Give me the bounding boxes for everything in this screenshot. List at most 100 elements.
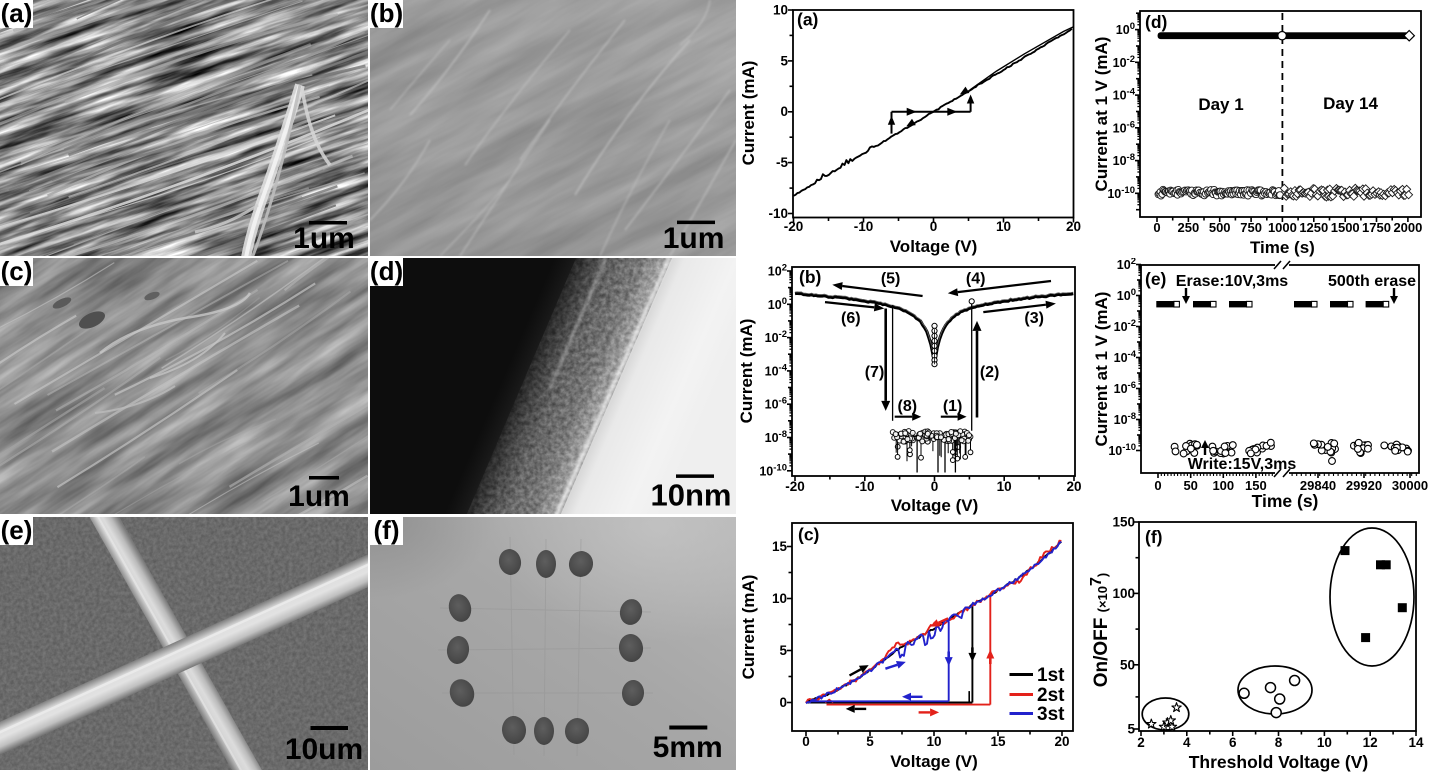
svg-text:750: 750 <box>1240 220 1262 235</box>
svg-text:1um: 1um <box>293 222 355 255</box>
svg-text:0: 0 <box>1153 220 1160 235</box>
svg-text:0: 0 <box>1154 478 1161 493</box>
svg-text:(b): (b) <box>799 267 821 287</box>
svg-text:(7): (7) <box>865 364 885 381</box>
svg-text:3st: 3st <box>1037 704 1065 725</box>
svg-text:50: 50 <box>1120 657 1135 672</box>
svg-text:2000: 2000 <box>1393 220 1422 235</box>
svg-text:10: 10 <box>773 3 788 18</box>
svg-text:2st: 2st <box>1037 685 1065 706</box>
svg-text:1st: 1st <box>1037 665 1065 686</box>
svg-text:0: 0 <box>802 734 810 749</box>
svg-text:500th erase: 500th erase <box>1328 273 1416 290</box>
svg-text:10-4: 10-4 <box>765 362 788 378</box>
svg-text:Current (mA): Current (mA) <box>739 575 758 680</box>
svg-text:102: 102 <box>768 263 787 279</box>
svg-text:(f): (f) <box>1145 527 1162 547</box>
svg-text:0: 0 <box>780 104 788 119</box>
svg-text:(6): (6) <box>841 310 861 327</box>
svg-text:(1): (1) <box>943 398 963 415</box>
svg-text:5: 5 <box>780 53 788 68</box>
svg-text:10-4: 10-4 <box>1114 349 1137 365</box>
svg-text:0: 0 <box>931 479 939 494</box>
svg-text:150: 150 <box>1112 515 1135 530</box>
svg-text:20: 20 <box>1066 479 1081 494</box>
svg-text:100: 100 <box>1117 287 1136 303</box>
svg-text:5: 5 <box>779 643 787 658</box>
svg-text:29920: 29920 <box>1346 478 1382 493</box>
svg-text:50: 50 <box>1183 478 1197 493</box>
svg-text:10-4: 10-4 <box>1113 87 1136 103</box>
svg-text:Current (mA): Current (mA) <box>739 61 758 166</box>
svg-text:10-2: 10-2 <box>1113 54 1135 70</box>
svg-text:500: 500 <box>1209 220 1231 235</box>
svg-text:10um: 10um <box>285 733 363 766</box>
svg-text:(d): (d) <box>1145 12 1167 32</box>
svg-text:10-8: 10-8 <box>1114 411 1136 427</box>
svg-text:On/OFF (×107): On/OFF (×107) <box>1088 573 1112 688</box>
svg-text:1um: 1um <box>288 480 350 513</box>
svg-text:0: 0 <box>930 219 938 234</box>
svg-text:29840: 29840 <box>1300 478 1336 493</box>
svg-text:10-6: 10-6 <box>1114 380 1136 396</box>
svg-text:(a): (a) <box>1 0 33 28</box>
svg-text:5mm: 5mm <box>652 731 722 764</box>
svg-text:Threshold Voltage (V): Threshold Voltage (V) <box>1189 752 1369 772</box>
svg-text:15: 15 <box>772 539 788 554</box>
svg-text:10-6: 10-6 <box>765 396 787 412</box>
svg-text:1750: 1750 <box>1362 220 1391 235</box>
svg-text:10-6: 10-6 <box>1113 119 1135 135</box>
svg-text:Current at 1 V (mA): Current at 1 V (mA) <box>1092 292 1111 447</box>
svg-text:1500: 1500 <box>1331 220 1360 235</box>
svg-text:12: 12 <box>1363 735 1378 750</box>
svg-text:8: 8 <box>1275 735 1283 750</box>
svg-text:-20: -20 <box>784 219 804 234</box>
svg-text:14: 14 <box>1408 735 1424 750</box>
svg-text:2: 2 <box>1137 735 1145 750</box>
svg-text:Time (s): Time (s) <box>1252 491 1319 511</box>
svg-text:10: 10 <box>926 734 941 749</box>
svg-text:Day 1: Day 1 <box>1198 95 1243 114</box>
svg-text:30000: 30000 <box>1392 478 1428 493</box>
svg-text:1000: 1000 <box>1268 220 1297 235</box>
svg-text:100: 100 <box>1112 586 1135 601</box>
svg-text:Voltage (V): Voltage (V) <box>891 496 979 515</box>
svg-text:10-8: 10-8 <box>1113 152 1135 168</box>
svg-text:1250: 1250 <box>1299 220 1328 235</box>
svg-text:-10: -10 <box>768 206 788 221</box>
svg-text:20: 20 <box>1054 734 1069 749</box>
svg-text:10: 10 <box>996 219 1011 234</box>
svg-text:10: 10 <box>772 591 787 606</box>
svg-text:-10: -10 <box>855 479 875 494</box>
svg-text:-20: -20 <box>785 479 805 494</box>
svg-text:10: 10 <box>1317 735 1332 750</box>
svg-text:-10: -10 <box>854 219 874 234</box>
svg-text:10-8: 10-8 <box>765 429 787 445</box>
svg-text:10-2: 10-2 <box>1114 318 1136 334</box>
svg-text:100: 100 <box>1212 478 1234 493</box>
svg-text:(a): (a) <box>797 10 818 30</box>
svg-text:Erase:10V,3ms: Erase:10V,3ms <box>1176 273 1288 290</box>
svg-text:(2): (2) <box>980 364 1000 381</box>
svg-text:10-10: 10-10 <box>1108 442 1136 458</box>
svg-text:10-10: 10-10 <box>1107 185 1135 201</box>
svg-text:Current (mA): Current (mA) <box>737 319 756 424</box>
svg-text:15: 15 <box>990 734 1006 749</box>
svg-text:(d): (d) <box>370 258 403 286</box>
svg-text:Voltage (V): Voltage (V) <box>890 237 978 256</box>
svg-text:Day 14: Day 14 <box>1323 94 1378 113</box>
svg-text:Write:15V,3ms: Write:15V,3ms <box>1188 456 1297 473</box>
svg-text:6: 6 <box>1229 735 1237 750</box>
svg-text:(f): (f) <box>373 517 399 545</box>
svg-text:(8): (8) <box>898 398 918 415</box>
svg-text:-5: -5 <box>776 155 788 170</box>
svg-text:10nm: 10nm <box>650 478 731 513</box>
svg-text:(e): (e) <box>1 517 33 545</box>
svg-text:20: 20 <box>1066 219 1081 234</box>
svg-text:150: 150 <box>1245 478 1267 493</box>
svg-text:1um: 1um <box>662 222 724 255</box>
svg-text:(c): (c) <box>1 258 33 286</box>
svg-text:(5): (5) <box>881 270 901 287</box>
svg-text:100: 100 <box>1116 21 1135 37</box>
svg-text:(c): (c) <box>798 525 819 545</box>
